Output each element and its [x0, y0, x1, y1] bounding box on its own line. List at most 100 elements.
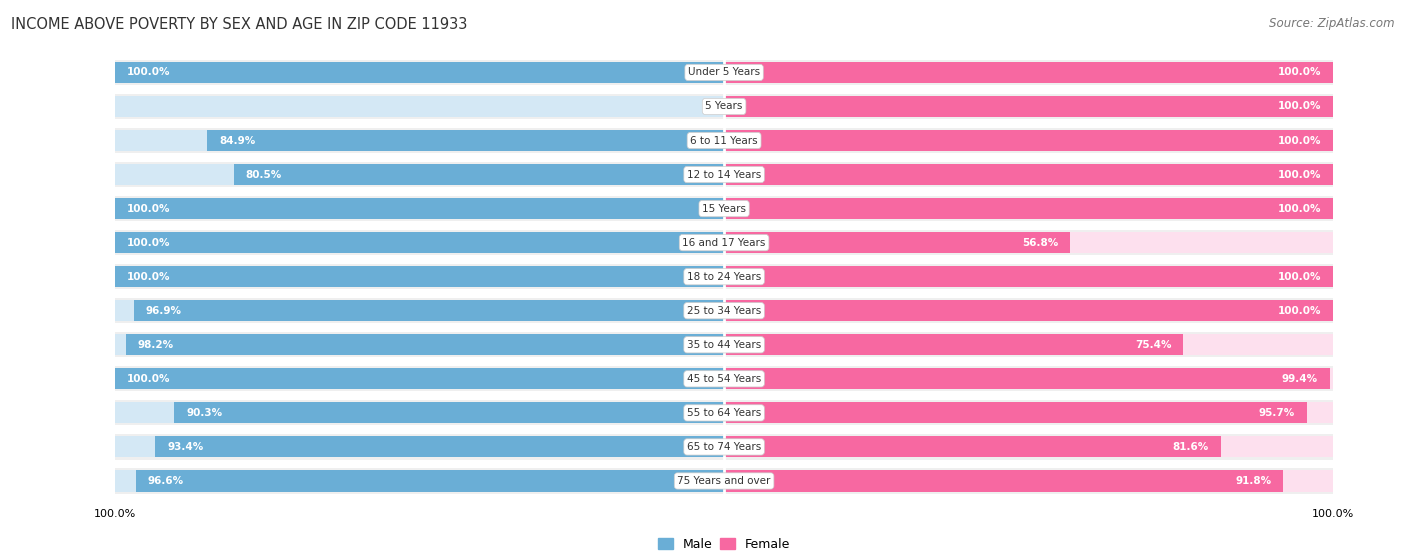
- Text: 100.0%: 100.0%: [1278, 203, 1322, 214]
- Bar: [724, 96, 1333, 117]
- Text: 56.8%: 56.8%: [1022, 238, 1057, 248]
- Text: 45 to 54 Years: 45 to 54 Years: [688, 374, 761, 384]
- Bar: [115, 130, 724, 151]
- Bar: [724, 298, 1333, 323]
- Bar: [115, 62, 724, 83]
- Bar: [724, 266, 1333, 287]
- Bar: [115, 334, 724, 356]
- Text: 96.9%: 96.9%: [146, 306, 181, 316]
- Bar: [724, 60, 1333, 85]
- Bar: [724, 368, 1333, 390]
- Bar: [724, 164, 1333, 185]
- Legend: Male, Female: Male, Female: [652, 533, 796, 556]
- Bar: [115, 196, 724, 221]
- Text: 93.4%: 93.4%: [167, 442, 204, 452]
- Text: 95.7%: 95.7%: [1258, 408, 1295, 418]
- Bar: [115, 266, 724, 287]
- Bar: [115, 62, 724, 83]
- Bar: [724, 437, 1222, 457]
- Bar: [724, 130, 1333, 151]
- Bar: [724, 368, 1330, 390]
- Text: 81.6%: 81.6%: [1173, 442, 1209, 452]
- Bar: [115, 366, 724, 391]
- Bar: [115, 368, 724, 390]
- Text: 75.4%: 75.4%: [1135, 340, 1171, 350]
- Text: 91.8%: 91.8%: [1234, 476, 1271, 486]
- Bar: [135, 471, 724, 491]
- Bar: [115, 400, 724, 425]
- Bar: [724, 300, 1333, 321]
- Bar: [115, 232, 724, 253]
- Bar: [134, 300, 724, 321]
- Text: INCOME ABOVE POVERTY BY SEX AND AGE IN ZIP CODE 11933: INCOME ABOVE POVERTY BY SEX AND AGE IN Z…: [11, 17, 468, 32]
- Bar: [115, 298, 724, 323]
- Bar: [233, 164, 724, 185]
- Bar: [724, 232, 1333, 253]
- Text: 100.0%: 100.0%: [1278, 102, 1322, 111]
- Bar: [115, 266, 724, 287]
- Bar: [115, 300, 724, 321]
- Bar: [724, 266, 1333, 287]
- Bar: [724, 471, 1284, 491]
- Bar: [724, 130, 1333, 151]
- Bar: [724, 437, 1333, 457]
- Bar: [724, 264, 1333, 290]
- Bar: [724, 230, 1333, 255]
- Text: 98.2%: 98.2%: [138, 340, 174, 350]
- Text: 15 Years: 15 Years: [702, 203, 747, 214]
- Bar: [115, 96, 724, 117]
- Bar: [115, 264, 724, 290]
- Bar: [724, 402, 1308, 423]
- Text: 25 to 34 Years: 25 to 34 Years: [688, 306, 761, 316]
- Text: 100.0%: 100.0%: [1278, 68, 1322, 78]
- Bar: [115, 164, 724, 185]
- Text: 55 to 64 Years: 55 to 64 Years: [688, 408, 761, 418]
- Bar: [724, 402, 1333, 423]
- Bar: [724, 471, 1333, 491]
- Bar: [115, 230, 724, 255]
- Bar: [724, 94, 1333, 119]
- Bar: [724, 128, 1333, 153]
- Text: 6 to 11 Years: 6 to 11 Years: [690, 135, 758, 145]
- Bar: [724, 196, 1333, 221]
- Bar: [155, 437, 724, 457]
- Bar: [724, 198, 1333, 219]
- Bar: [115, 198, 724, 219]
- Text: 12 to 14 Years: 12 to 14 Years: [688, 169, 761, 179]
- Bar: [724, 400, 1333, 425]
- Text: Under 5 Years: Under 5 Years: [688, 68, 761, 78]
- Text: 100.0%: 100.0%: [127, 272, 170, 282]
- Bar: [115, 128, 724, 153]
- Bar: [724, 62, 1333, 83]
- Bar: [115, 198, 724, 219]
- Bar: [115, 368, 724, 390]
- Bar: [115, 471, 724, 491]
- Text: 18 to 24 Years: 18 to 24 Years: [688, 272, 761, 282]
- Text: 84.9%: 84.9%: [219, 135, 256, 145]
- Text: 100.0%: 100.0%: [1278, 169, 1322, 179]
- Bar: [207, 130, 724, 151]
- Bar: [724, 232, 1070, 253]
- Bar: [724, 468, 1333, 494]
- Bar: [115, 434, 724, 459]
- Bar: [724, 162, 1333, 187]
- Text: 100.0%: 100.0%: [1278, 135, 1322, 145]
- Bar: [724, 164, 1333, 185]
- Text: 100.0%: 100.0%: [127, 374, 170, 384]
- Bar: [125, 334, 724, 356]
- Bar: [724, 300, 1333, 321]
- Text: 99.4%: 99.4%: [1281, 374, 1317, 384]
- Text: 80.5%: 80.5%: [246, 169, 283, 179]
- Bar: [724, 366, 1333, 391]
- Bar: [115, 402, 724, 423]
- Text: 100.0%: 100.0%: [1278, 272, 1322, 282]
- Bar: [115, 162, 724, 187]
- Text: 100.0%: 100.0%: [1278, 306, 1322, 316]
- Text: 35 to 44 Years: 35 to 44 Years: [688, 340, 761, 350]
- Text: 96.6%: 96.6%: [148, 476, 184, 486]
- Text: 100.0%: 100.0%: [127, 203, 170, 214]
- Text: 100.0%: 100.0%: [127, 238, 170, 248]
- Text: 65 to 74 Years: 65 to 74 Years: [688, 442, 761, 452]
- Text: 90.3%: 90.3%: [186, 408, 222, 418]
- Text: 16 and 17 Years: 16 and 17 Years: [682, 238, 766, 248]
